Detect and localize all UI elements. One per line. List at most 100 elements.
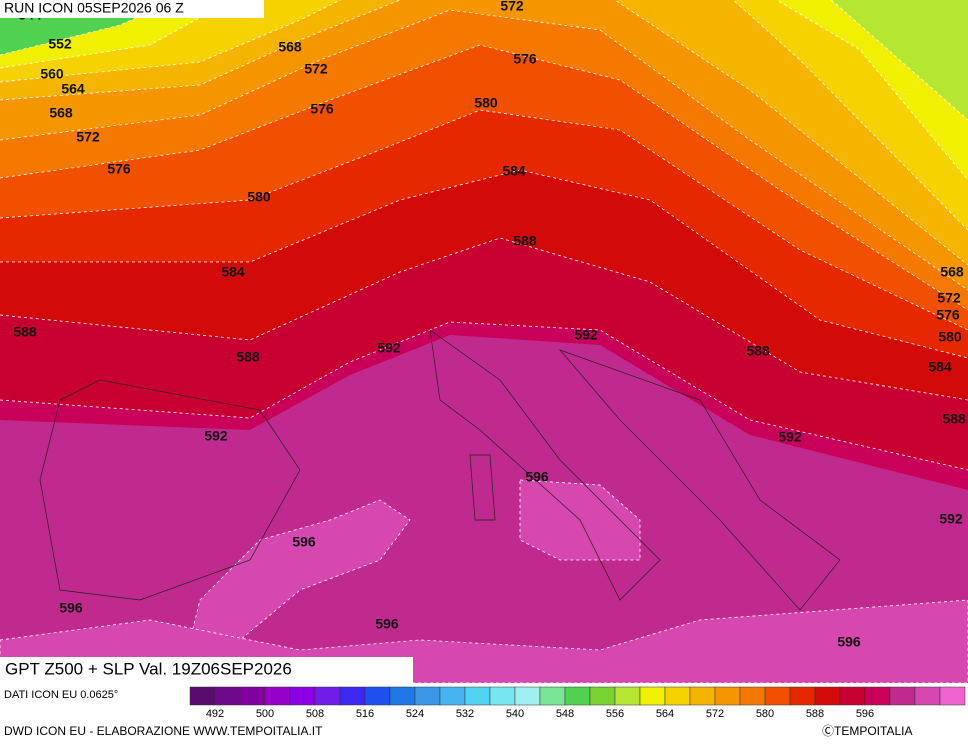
legend-swatch [889,686,916,706]
contour-label: 572 [304,61,328,77]
contour-label: 580 [474,95,498,111]
legend-swatch [464,686,491,706]
contour-label: 576 [513,51,537,67]
legend-swatch [314,686,341,706]
contour-label: 568 [278,39,302,55]
contour-label: 568 [49,105,73,121]
contour-label: 596 [292,534,316,550]
contour-line [0,237,968,401]
legend-swatch [514,686,541,706]
legend-swatch [564,686,591,706]
legend-swatch [639,686,666,706]
contour-labels: 5445525605645685725765685725765725765805… [13,0,966,650]
contour-label: 564 [61,81,85,97]
legend-tick: 548 [556,708,574,720]
legend-swatch [289,686,316,706]
color-legend: 492 500 508 516 524 532 540 548 556 564 572 580 588 5… [189,686,966,720]
header-box [0,0,264,18]
contour-label: 584 [502,163,526,179]
legend-tick: 516 [356,708,374,720]
contour-line [0,44,968,311]
contour-line [0,169,968,359]
contour-label: 568 [940,264,964,280]
legend-swatch [664,686,691,706]
title-box [0,657,413,683]
credit: DWD ICON EU - ELABORAZIONE WWW.TEMPOITAL… [4,724,323,738]
contour-label: 584 [221,264,245,280]
legend-tick: 540 [506,708,524,720]
legend-tick: 532 [456,708,474,720]
legend-swatch [414,686,441,706]
contour-label: 588 [236,349,260,365]
contour-label: 552 [48,36,72,52]
contour-label: 592 [778,429,802,445]
contour-line [0,0,968,266]
run-label: RUN ICON 05SEP2026 06 Z [4,0,184,16]
contour-label: 576 [936,307,960,323]
contour-label: 580 [938,329,962,345]
contour-label: 592 [574,327,598,343]
legend-tick: 588 [806,708,824,720]
legend-swatch [439,686,466,706]
contour-label: 592 [939,511,963,527]
legend-swatch [864,686,891,706]
legend-swatch [814,686,841,706]
legend-swatch [689,686,716,706]
legend-swatch [714,686,741,706]
map-title: GPT Z500 + SLP Val. 19Z06SEP2026 [5,659,292,678]
legend-swatch [589,686,616,706]
contour-label: 576 [107,161,131,177]
legend-swatch [539,686,566,706]
legend-swatch [764,686,791,706]
legend-tick: 596 [856,708,874,720]
contour-label: 588 [513,233,537,249]
legend-tick: 508 [306,708,324,720]
legend-tick: 572 [706,708,724,720]
contour-label: 588 [746,343,770,359]
contour-line [0,0,968,231]
contour-label: 560 [40,66,64,82]
legend-swatch [789,686,816,706]
contour-label: 572 [937,290,961,306]
contour-label: 596 [837,634,861,650]
contour-label: 588 [942,411,966,427]
contour-label: 572 [500,0,524,14]
contour-label: 592 [377,340,401,356]
legend-swatch [214,686,241,706]
contour-line [0,321,968,471]
legend-swatch [239,686,266,706]
legend-swatch [739,686,766,706]
copyright: ⒸTEMPOITALIA [822,724,912,738]
legend-tick: 556 [606,708,624,720]
contour-label: 596 [525,469,549,485]
legend-tick: 564 [656,708,674,720]
contour-line [0,9,968,291]
legend-swatch [914,686,941,706]
legend-swatch [939,686,966,706]
legend-swatch [189,686,216,706]
legend-swatch [839,686,866,706]
legend-swatch [389,686,416,706]
source: DATI ICON EU 0.0625° [4,689,118,701]
contour-label: 592 [204,428,228,444]
legend-tick: 500 [256,708,274,720]
contour-label: 596 [59,600,83,616]
contour-label: 576 [310,101,334,117]
contour-line [0,0,968,121]
contour-label: 588 [13,324,37,340]
contour-line [0,0,968,181]
contour-label: 596 [375,616,399,632]
legend-swatch [489,686,516,706]
contour-label: 584 [928,359,952,375]
legend-swatch [339,686,366,706]
legend-swatch [264,686,291,706]
legend-tick: 580 [756,708,774,720]
coastline [39,329,841,611]
legend-tick: 492 [206,708,224,720]
contour-label: 580 [247,189,271,205]
legend-tick: 524 [406,708,424,720]
legend-swatch [364,686,391,706]
contour-label: 572 [76,129,100,145]
